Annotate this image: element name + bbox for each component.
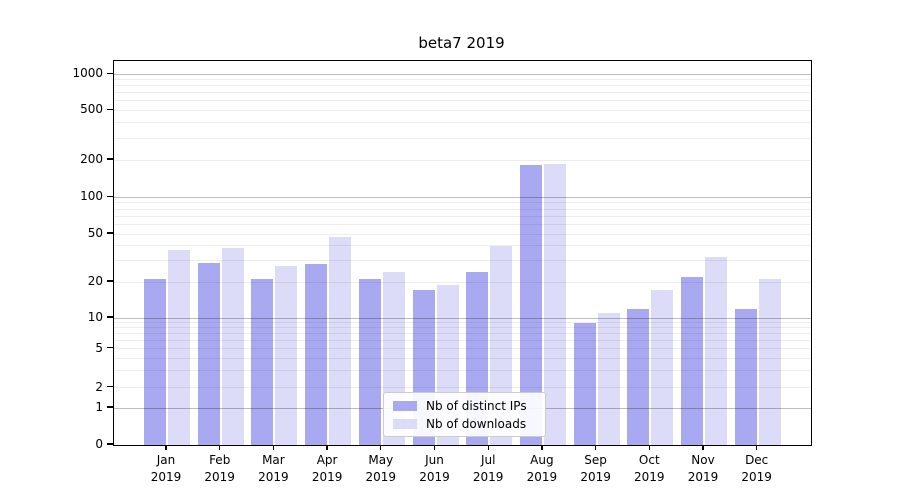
x-tick-mark [165,445,167,451]
bar-nb-of-distinct-ips-feb [197,262,220,445]
x-tick-mark [433,445,436,451]
y-tick-label: 2 [95,379,103,394]
y-tick-mark [107,158,113,160]
y-tick-label: 500 [80,102,103,117]
y-tick-mark [107,195,113,198]
y-tick-mark [107,386,113,388]
gridline-major [114,196,811,198]
x-tick-mark [702,445,704,451]
gridline-minor [114,159,811,161]
x-tick-label-aug: Aug 2019 [526,453,558,484]
gridline-minor [114,92,811,94]
x-tick-mark [380,445,382,451]
y-tick-mark [107,347,113,349]
x-tick-mark [219,445,221,451]
bar-nb-of-downloads-jan [168,249,190,445]
y-tick-mark [107,232,113,234]
y-tick-label: 20 [87,274,103,288]
gridline-minor [114,109,811,111]
x-tick-mark [756,445,758,451]
y-tick-mark [107,108,113,110]
bar-nb-of-distinct-ips-sep [573,322,596,445]
gridline-major [114,73,811,75]
gridline-minor [114,100,811,102]
bar-nb-of-distinct-ips-apr [305,264,328,445]
y-tick-label: 0 [95,437,103,451]
y-tick-mark [107,316,113,318]
y-tick-label: 50 [87,226,103,240]
bar-nb-of-distinct-ips-dec [734,308,757,445]
x-tick-label-jun: Jun 2019 [419,453,450,484]
bar-nb-of-downloads-mar [275,266,298,445]
bar-nb-of-downloads-feb [221,248,244,445]
gridline-minor [114,208,811,210]
x-tick-label-jul: Jul 2019 [472,453,504,484]
y-tick-mark [107,72,113,74]
gridline-minor [114,79,811,81]
bar-nb-of-distinct-ips-aug [519,164,542,445]
legend-swatch-distinct-ips [393,400,417,411]
bar-nb-of-distinct-ips-oct [627,308,650,445]
y-tick-label: 5 [95,340,103,355]
bar-nb-of-downloads-apr [329,237,352,445]
y-tick-mark [107,443,113,445]
gridline-minor [114,85,811,87]
gridline-minor [114,245,811,247]
x-tick-label-oct: Oct 2019 [634,453,665,484]
y-tick-label: 1 [95,400,103,414]
bar-nb-of-distinct-ips-mar [251,279,274,445]
x-tick-mark [648,445,650,451]
x-tick-label-sep: Sep 2019 [580,453,611,484]
x-tick-label-dec: Dec 2019 [741,453,772,484]
x-tick-mark [326,445,328,451]
x-tick-label-jan: Jan 2019 [150,453,182,484]
bar-nb-of-downloads-nov [705,257,727,445]
legend-box: Nb of distinct IPs Nb of downloads [383,392,546,437]
legend-item-distinct-ips: Nb of distinct IPs [393,399,545,413]
y-tick-label: 100 [80,189,103,204]
bar-nb-of-downloads-sep [597,313,620,445]
legend-swatch-downloads [393,418,417,429]
x-tick-mark [487,445,489,451]
chart-title: beta7 2019 [418,34,505,52]
y-tick-mark [107,280,113,282]
gridline-minor [114,215,811,217]
x-tick-mark [594,445,597,451]
x-tick-label-may: May 2019 [365,453,397,484]
legend-label-distinct-ips: Nb of distinct IPs [426,398,527,413]
y-tick-label: 1000 [72,66,103,81]
bar-nb-of-downloads-aug [543,163,566,445]
bar-nb-of-distinct-ips-jan [144,279,166,445]
bar-nb-of-downloads-dec [758,279,781,445]
x-tick-label-mar: Mar 2019 [258,453,289,484]
y-tick-mark [107,406,113,408]
gridline-minor [114,223,811,225]
y-tick-label: 10 [87,310,103,324]
gridline-minor [114,233,811,235]
y-tick-label: 200 [80,152,103,166]
legend-label-downloads: Nb of downloads [426,416,527,431]
bar-nb-of-distinct-ips-nov [681,277,703,445]
plot-area [113,60,812,446]
x-tick-label-nov: Nov 2019 [687,453,719,484]
x-tick-label-apr: Apr 2019 [311,453,343,484]
gridline-minor [114,121,811,123]
x-tick-mark [541,445,543,451]
gridline-minor [114,202,811,204]
bar-nb-of-downloads-oct [651,290,674,445]
x-tick-mark [272,445,275,451]
bar-nb-of-distinct-ips-may [358,279,381,445]
legend-item-downloads: Nb of downloads [393,417,545,431]
x-tick-label-feb: Feb 2019 [204,453,235,484]
gridline-minor [114,137,811,139]
